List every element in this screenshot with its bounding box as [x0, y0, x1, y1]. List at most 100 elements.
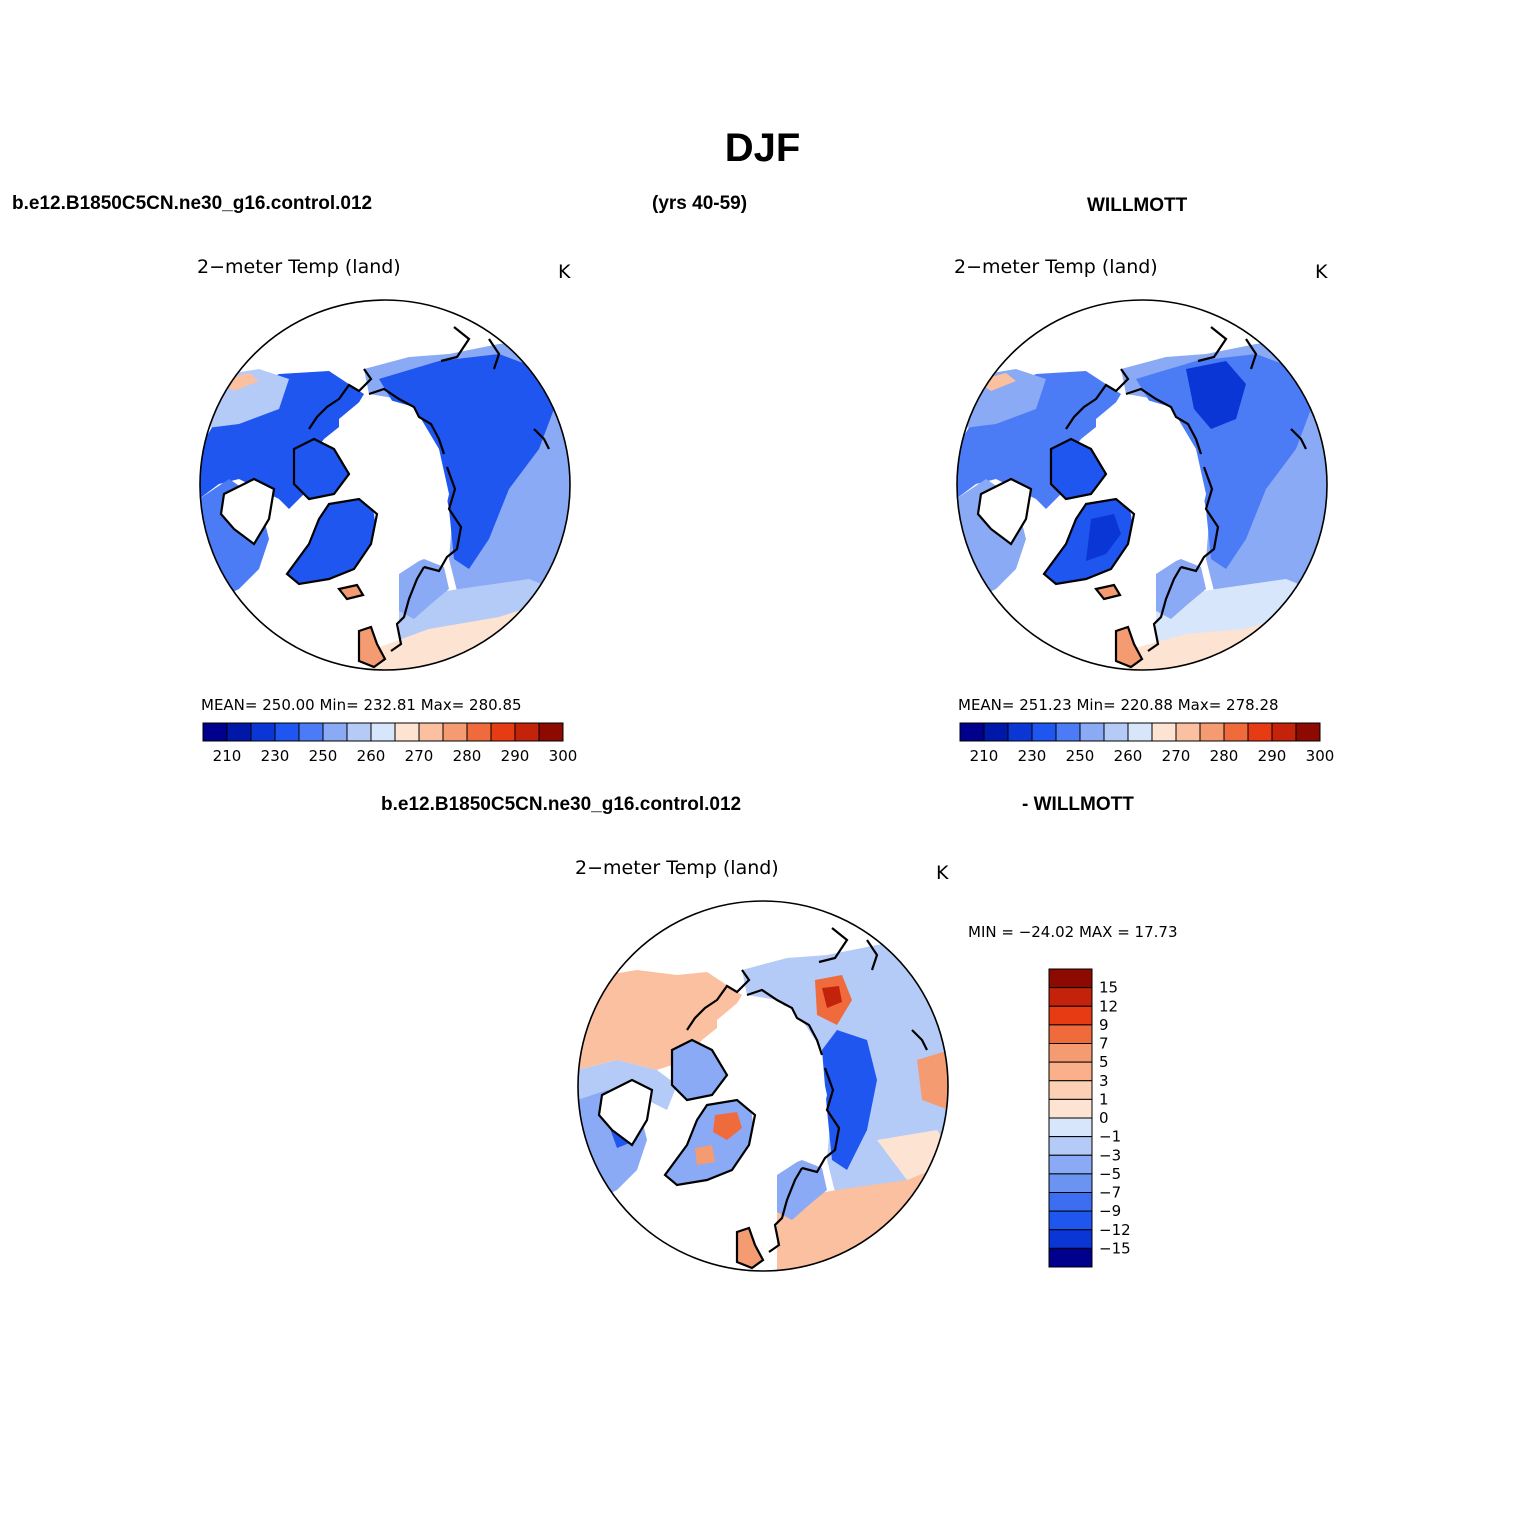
model-colorbar-box	[370, 722, 396, 742]
model-colorbar-label: 300	[549, 747, 578, 765]
model-colorbar-box	[226, 722, 252, 742]
greenland-core	[1086, 514, 1121, 561]
diff-colorbar-box	[1048, 1154, 1093, 1175]
obs-colorbar-label: 290	[1258, 747, 1287, 765]
model-colorbar-box	[298, 722, 324, 742]
scandinavia	[777, 1160, 827, 1220]
obs-colorbar-label: 210	[970, 747, 999, 765]
diff-case-header: b.e12.B1850C5CN.ne30_g16.control.012	[381, 794, 742, 815]
obs-colorbar-box	[1079, 722, 1105, 742]
diff-colorbar-box	[1048, 1117, 1093, 1138]
diff-colorbar-box	[1048, 987, 1093, 1007]
obs-colorbar-box	[1151, 722, 1177, 742]
model-colorbar-label: 280	[453, 747, 482, 765]
diff-stats: MIN = −24.02 MAX = 17.73	[968, 923, 1178, 941]
obs-colorbar-box	[1103, 722, 1129, 742]
scandinavia	[1156, 559, 1206, 619]
diff-colorbar-label: −5	[1099, 1165, 1121, 1183]
model-colorbar-box	[322, 722, 348, 742]
diff-colorbar-label: 15	[1099, 979, 1118, 997]
diff-colorbar-box	[1048, 1136, 1093, 1156]
obs-colorbar-box	[1199, 722, 1225, 742]
arctic-ocean	[1096, 394, 1206, 574]
obs-colorbar-box	[1223, 722, 1249, 742]
diff-colorbar-label: −15	[1099, 1239, 1131, 1257]
diff-colorbar-label: −9	[1099, 1202, 1121, 1220]
obs-colorbar-box	[1271, 722, 1297, 742]
figure-title: DJF	[724, 126, 801, 170]
siberia-core	[1186, 361, 1246, 429]
diff-panel-title: 2−meter Temp (land)	[575, 857, 779, 879]
diff-colorbar-label: 0	[1099, 1109, 1109, 1127]
obs-colorbar-box	[1295, 722, 1321, 742]
greenland-warm	[713, 1112, 742, 1140]
model-colorbar-box	[466, 722, 492, 742]
model-colorbar-label: 230	[261, 747, 290, 765]
greenland-warm-s	[695, 1145, 715, 1165]
diff-colorbar-label: −1	[1099, 1128, 1121, 1146]
siberia-interior	[1136, 354, 1311, 569]
british-isles	[359, 627, 385, 667]
arctic-islands	[294, 439, 349, 499]
obs-colorbar-label: 300	[1306, 747, 1335, 765]
obs-panel-units: K	[1315, 261, 1328, 283]
diff-map	[577, 900, 949, 1272]
diff-obs-header: - WILLMOTT	[1022, 794, 1134, 815]
model-stats: MEAN= 250.00 Min= 232.81 Max= 280.85	[201, 696, 522, 714]
model-colorbar-label: 260	[357, 747, 386, 765]
diff-colorbar-box	[1048, 1043, 1093, 1063]
diff-colorbar-label: −3	[1099, 1146, 1121, 1164]
diff-colorbar-label: 9	[1099, 1016, 1109, 1034]
diff-colorbar-box	[1048, 1061, 1093, 1082]
obs-colorbar-box	[1007, 722, 1033, 742]
diff-colorbar-box	[1048, 1005, 1093, 1026]
diff-colorbar-box	[1048, 1247, 1093, 1268]
siberia-west	[822, 1030, 877, 1170]
siberia-far-east	[917, 1050, 948, 1110]
model-colorbar-label: 210	[213, 747, 242, 765]
arctic-islands	[1051, 439, 1106, 499]
obs-colorbar-label: 270	[1162, 747, 1191, 765]
model-colorbar-box	[274, 722, 300, 742]
diff-colorbar-label: −12	[1099, 1221, 1131, 1239]
scandinavia	[399, 559, 449, 619]
diff-colorbar-box	[1048, 1173, 1093, 1193]
obs-map	[956, 299, 1328, 671]
model-colorbar-box	[418, 722, 444, 742]
diff-colorbar-label: 1	[1099, 1090, 1109, 1108]
obs-colorbar: 210 230 250 260 270 280 290 300	[959, 722, 1334, 765]
diff-colorbar-box	[1048, 968, 1093, 989]
arctic-ocean	[339, 394, 449, 574]
model-panel-title: 2−meter Temp (land)	[197, 256, 401, 278]
siberia-east-hot	[822, 986, 842, 1008]
diff-colorbar-label: −7	[1099, 1184, 1121, 1202]
obs-colorbar-label: 250	[1066, 747, 1095, 765]
british-isles	[737, 1228, 763, 1268]
model-colorbar: 210 230 250 260 270 280 290 300	[202, 722, 577, 765]
siberia-interior	[379, 354, 554, 569]
obs-colorbar-label: 230	[1018, 747, 1047, 765]
obs-colorbar-box	[959, 722, 985, 742]
diff-colorbar-label: 12	[1099, 997, 1118, 1015]
diff-colorbar-box	[1048, 1192, 1093, 1212]
british-isles	[1116, 627, 1142, 667]
obs-colorbar-box	[983, 722, 1009, 742]
diff-colorbar-box	[1048, 1024, 1093, 1044]
model-colorbar-label: 290	[501, 747, 530, 765]
diff-colorbar-label: 7	[1099, 1035, 1109, 1053]
obs-panel-title: 2−meter Temp (land)	[954, 256, 1158, 278]
model-map	[199, 299, 571, 671]
model-panel-units: K	[558, 261, 571, 283]
model-colorbar-label: 270	[405, 747, 434, 765]
diff-colorbar-label: 3	[1099, 1072, 1109, 1090]
model-colorbar-box	[442, 722, 468, 742]
model-colorbar-box	[538, 722, 564, 742]
diff-colorbar-box	[1048, 1210, 1093, 1231]
obs-colorbar-box	[1031, 722, 1057, 742]
obs-stats: MEAN= 251.23 Min= 220.88 Max= 278.28	[958, 696, 1279, 714]
model-colorbar-box	[202, 722, 228, 742]
obs-colorbar-label: 280	[1210, 747, 1239, 765]
model-colorbar-box	[490, 722, 516, 742]
obs-name-header: WILLMOTT	[1087, 195, 1188, 216]
